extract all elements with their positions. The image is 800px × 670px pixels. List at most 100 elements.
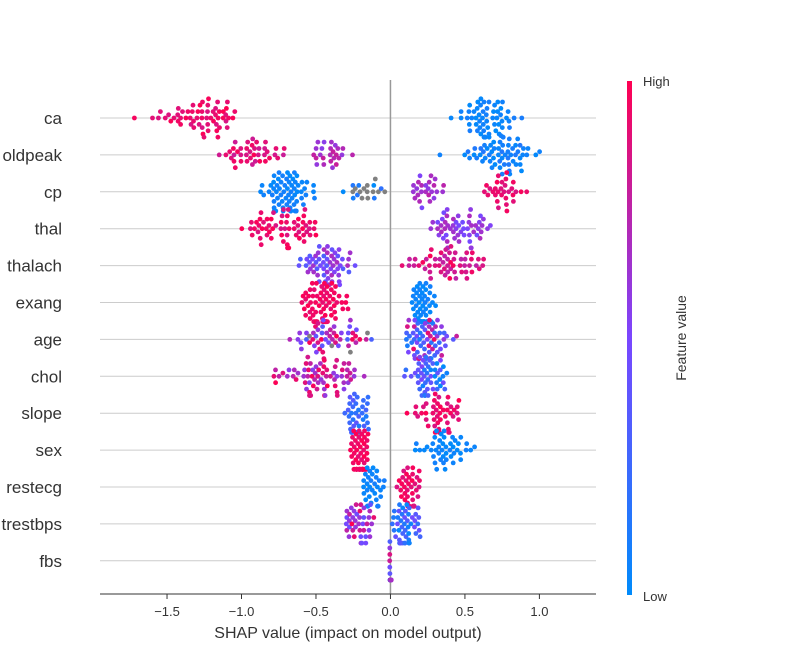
dot-thalach bbox=[321, 272, 327, 278]
dot-cp bbox=[510, 192, 516, 198]
dot-thalach bbox=[321, 253, 327, 259]
dot-cp bbox=[279, 199, 285, 204]
dot-restecg bbox=[411, 503, 417, 509]
dot-age bbox=[429, 340, 434, 345]
dot-age bbox=[331, 324, 337, 329]
dot-trestbps bbox=[357, 508, 363, 514]
dot-oldpeak bbox=[482, 155, 488, 161]
dot-cp bbox=[288, 189, 294, 195]
dot-exang bbox=[336, 293, 342, 299]
dot-fbs bbox=[387, 558, 393, 564]
dot-cp bbox=[504, 208, 510, 214]
dot-ca bbox=[481, 99, 487, 105]
dot-thalach bbox=[334, 260, 340, 265]
dot-cp bbox=[510, 179, 516, 185]
dot-trestbps bbox=[403, 534, 409, 540]
dot-ca bbox=[448, 115, 454, 121]
dot-slope bbox=[435, 420, 441, 426]
dot-age bbox=[415, 349, 420, 355]
dot-oldpeak bbox=[275, 155, 281, 161]
dot-exang bbox=[409, 300, 415, 305]
dot-oldpeak bbox=[281, 146, 287, 151]
dot-oldpeak bbox=[250, 136, 256, 142]
dot-chol bbox=[415, 367, 421, 373]
dot-chol bbox=[321, 357, 327, 363]
dot-chol bbox=[293, 377, 299, 382]
dot-slope bbox=[350, 398, 356, 403]
dot-thal bbox=[428, 226, 434, 232]
dot-slope bbox=[444, 407, 450, 413]
dot-thalach bbox=[448, 260, 453, 265]
dot-chol bbox=[346, 361, 352, 366]
dot-oldpeak bbox=[478, 146, 484, 151]
dot-thalach bbox=[332, 250, 338, 256]
dot-age bbox=[426, 324, 432, 329]
dot-thalach bbox=[436, 263, 442, 268]
feature-label-exang: exang bbox=[16, 294, 62, 313]
dot-cp bbox=[299, 195, 304, 201]
dot-restecg bbox=[406, 481, 411, 487]
dot-thal bbox=[478, 229, 484, 235]
dot-thalach bbox=[467, 263, 472, 268]
dot-ca bbox=[505, 109, 511, 114]
dot-exang bbox=[422, 293, 427, 299]
dot-restecg bbox=[375, 503, 381, 509]
dot-trestbps bbox=[343, 521, 349, 527]
dot-oldpeak bbox=[506, 142, 511, 148]
dot-sex bbox=[361, 441, 367, 447]
dot-age bbox=[414, 340, 420, 345]
dot-thal bbox=[279, 213, 285, 219]
dot-cp bbox=[431, 183, 437, 188]
dot-ca bbox=[226, 115, 231, 121]
dot-thal bbox=[295, 223, 301, 228]
dot-restecg bbox=[408, 484, 414, 490]
dot-ca bbox=[205, 109, 210, 114]
dot-age bbox=[331, 330, 337, 336]
dot-age bbox=[404, 337, 409, 342]
dot-age bbox=[430, 346, 435, 352]
dot-ca bbox=[494, 115, 500, 121]
dot-restecg bbox=[417, 478, 422, 483]
dot-ca bbox=[214, 122, 219, 127]
dot-oldpeak bbox=[517, 162, 523, 167]
dot-oldpeak bbox=[496, 146, 501, 151]
dot-chol bbox=[422, 367, 427, 373]
dot-trestbps bbox=[413, 531, 419, 536]
dot-ca bbox=[492, 122, 497, 127]
dot-restecg bbox=[405, 465, 410, 471]
dot-ca bbox=[477, 118, 482, 124]
dot-restecg bbox=[404, 471, 409, 477]
dot-cp bbox=[503, 195, 509, 201]
dot-chol bbox=[331, 370, 336, 376]
dot-ca bbox=[225, 99, 230, 105]
dot-ca bbox=[499, 118, 505, 124]
dot-thal bbox=[291, 226, 297, 232]
dot-sex bbox=[364, 450, 370, 456]
x-tick-label: 0.5 bbox=[456, 604, 474, 619]
dot-slope bbox=[445, 420, 450, 426]
dot-cp bbox=[493, 192, 498, 198]
dot-exang bbox=[323, 296, 329, 302]
dot-chol bbox=[280, 370, 286, 376]
dot-thal bbox=[301, 232, 306, 238]
dot-trestbps bbox=[361, 505, 367, 511]
dot-sex bbox=[350, 460, 356, 466]
dot-restecg bbox=[416, 468, 422, 474]
dot-restecg bbox=[373, 475, 379, 480]
dot-thalach bbox=[318, 263, 323, 268]
dot-age bbox=[314, 349, 319, 355]
dot-cp bbox=[294, 199, 300, 204]
dot-thalach bbox=[307, 260, 312, 265]
dot-thalach bbox=[447, 250, 452, 256]
dot-restecg bbox=[410, 465, 416, 471]
dot-oldpeak bbox=[333, 162, 339, 167]
dot-sex bbox=[362, 434, 367, 440]
dot-trestbps bbox=[403, 508, 408, 514]
dot-cp bbox=[268, 183, 274, 188]
dot-exang bbox=[324, 290, 330, 296]
dot-exang bbox=[423, 312, 429, 318]
dot-oldpeak bbox=[245, 139, 251, 145]
dot-restecg bbox=[410, 471, 415, 477]
dot-chol bbox=[308, 393, 314, 398]
dot-age bbox=[435, 317, 440, 323]
